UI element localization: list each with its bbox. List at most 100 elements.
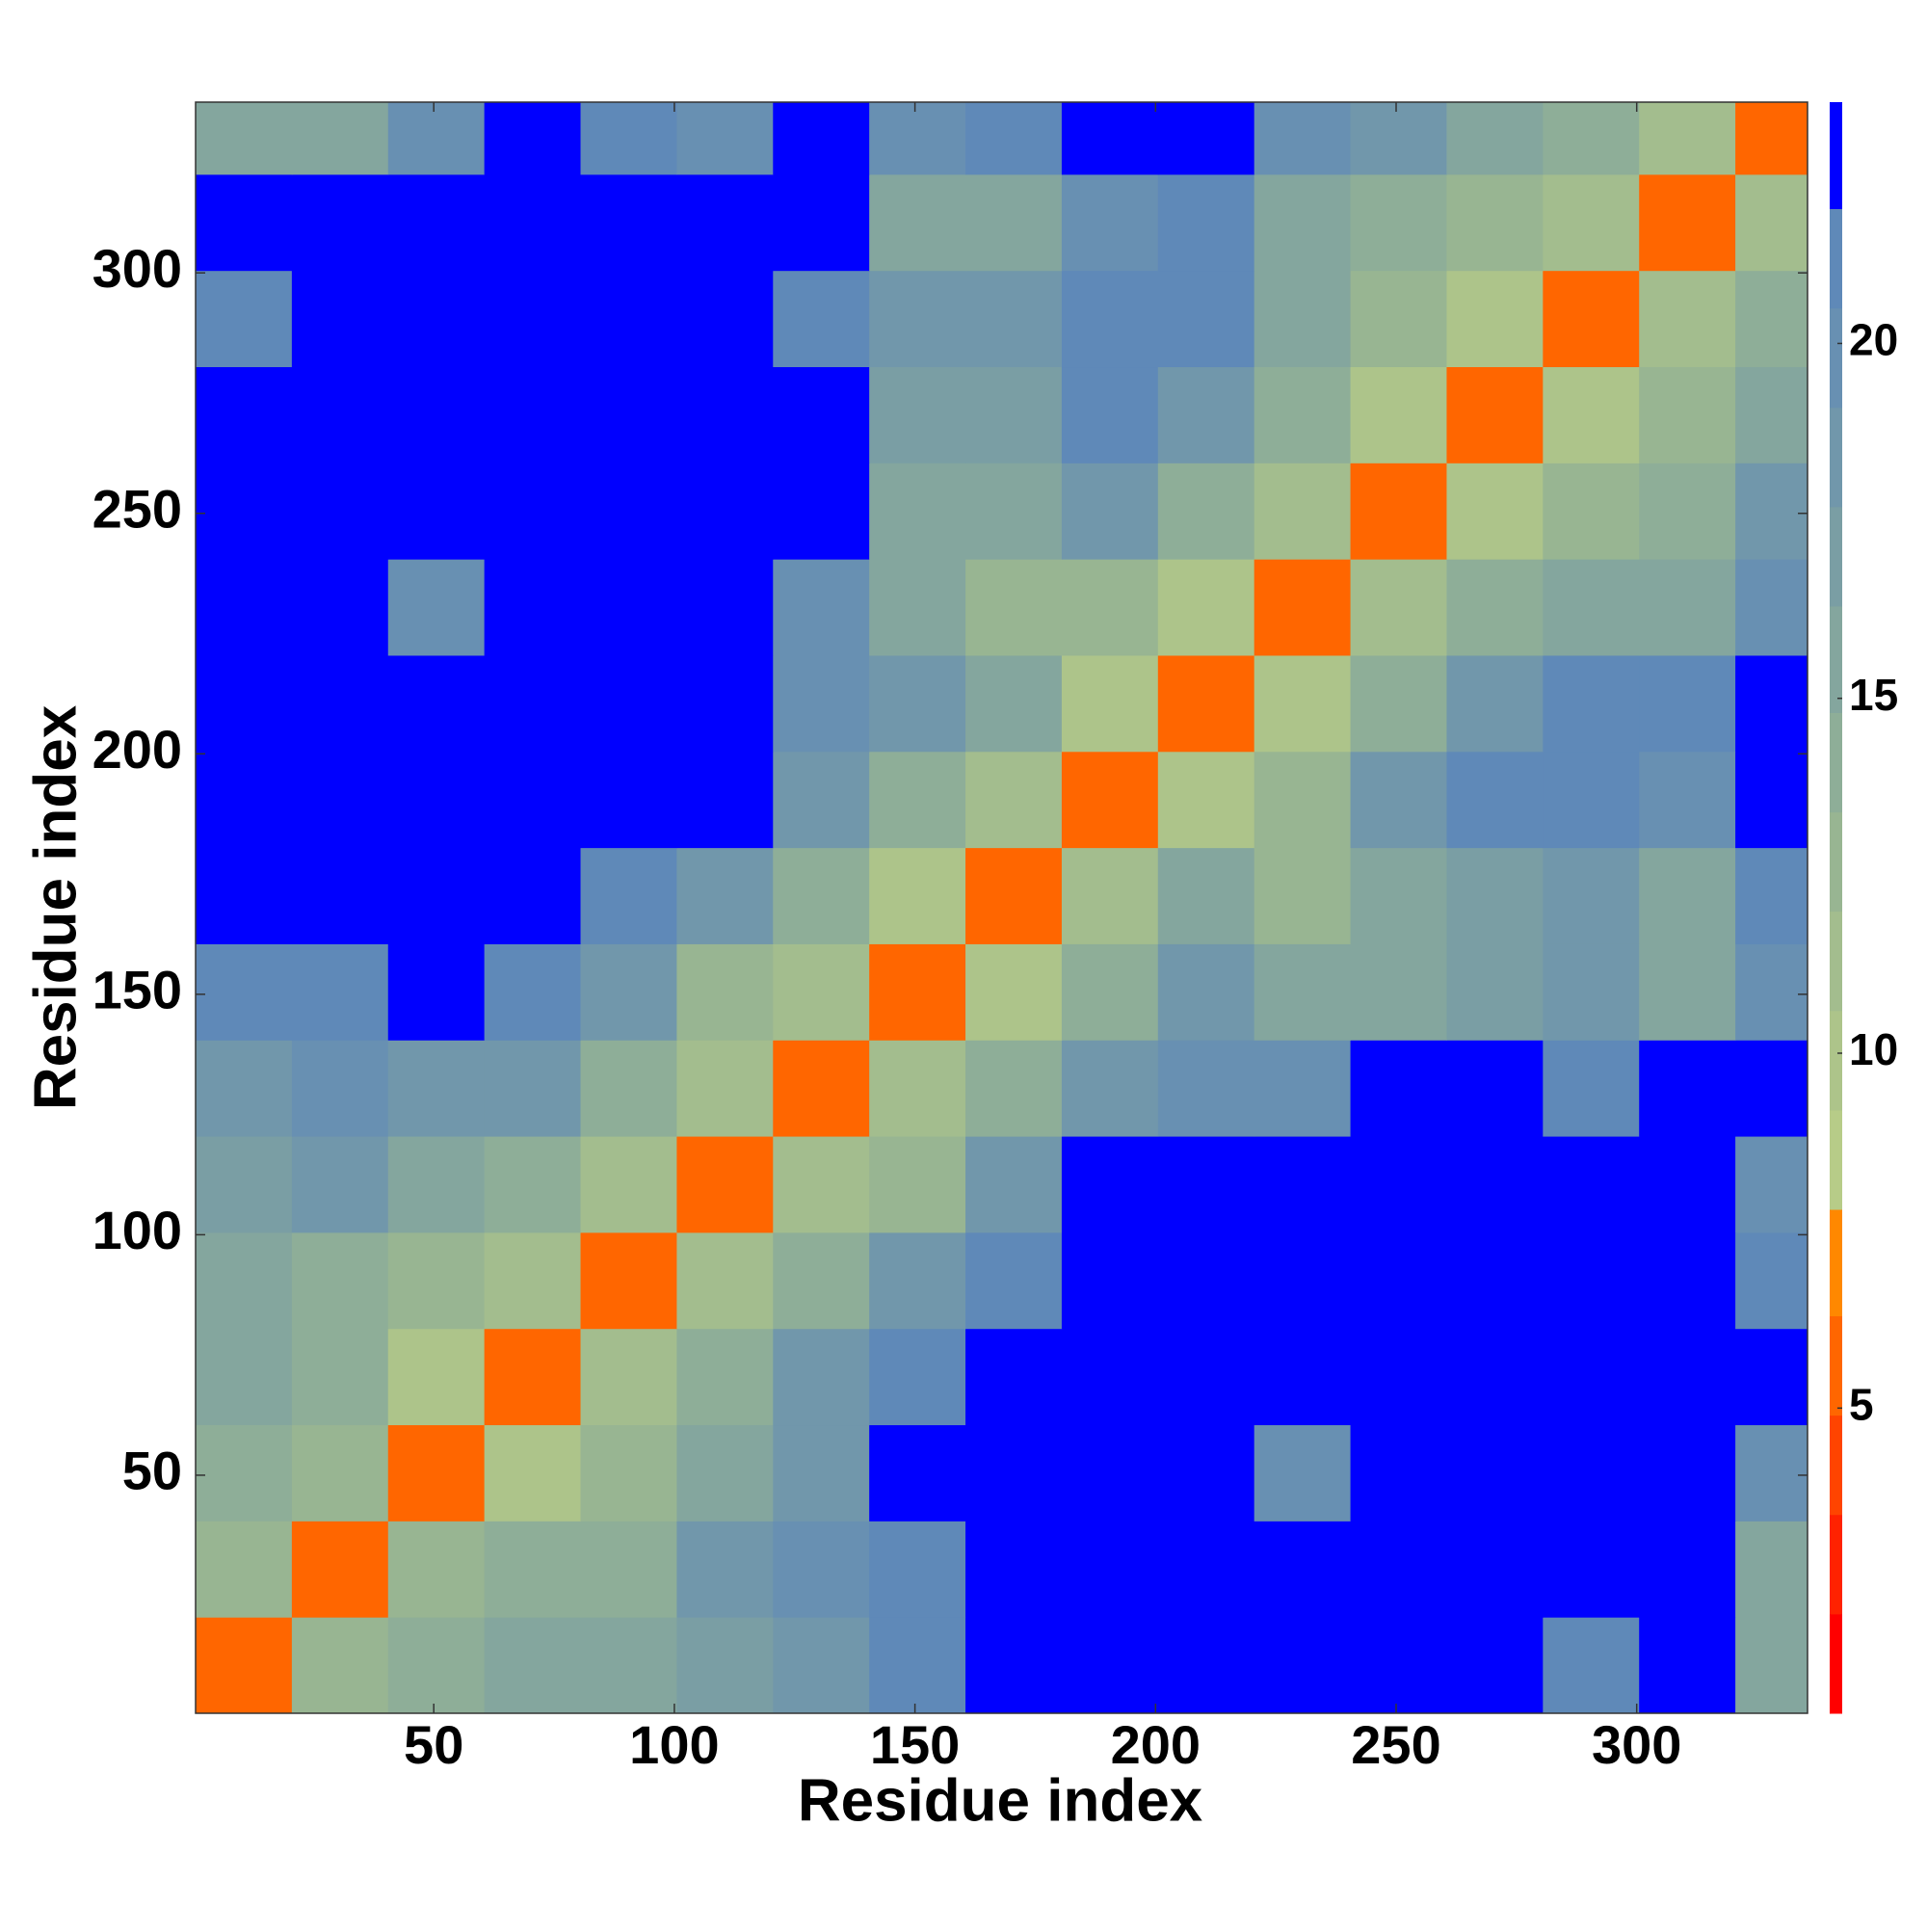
heatmap-cell xyxy=(1157,943,1255,1041)
heatmap-cell xyxy=(1157,102,1255,175)
heatmap-cell xyxy=(291,1617,389,1714)
heatmap-cell xyxy=(1254,173,1352,272)
y-tick-label: 300 xyxy=(92,238,182,299)
heatmap-cell xyxy=(773,847,870,944)
heatmap-cell xyxy=(1350,270,1447,368)
heatmap-cell xyxy=(580,270,677,368)
heatmap-cell xyxy=(484,654,582,753)
heatmap-cell xyxy=(1446,366,1544,463)
heatmap-cell xyxy=(1735,173,1808,272)
colorbar-tick-label: 5 xyxy=(1849,1379,1874,1429)
heatmap-cell xyxy=(196,654,293,753)
heatmap-cell xyxy=(196,559,293,656)
heatmap-cell xyxy=(1254,559,1352,656)
y-tick-label: 250 xyxy=(92,479,182,540)
heatmap-cell xyxy=(580,943,677,1041)
x-tick-label: 50 xyxy=(404,1714,463,1775)
heatmap-cell xyxy=(773,943,870,1041)
y-tick-label: 50 xyxy=(122,1441,182,1501)
heatmap-cell xyxy=(1735,847,1808,944)
heatmap-cell xyxy=(291,463,389,560)
heatmap-cell xyxy=(1735,270,1808,368)
heatmap-cell xyxy=(1061,270,1159,368)
heatmap-cell xyxy=(1446,847,1544,944)
heatmap-cell xyxy=(291,1521,389,1618)
colorbar-segment xyxy=(1830,1514,1842,1615)
heatmap-cell xyxy=(1254,270,1352,368)
heatmap-cell xyxy=(965,1521,1063,1618)
heatmap-cell xyxy=(196,1617,293,1714)
heatmap-cell xyxy=(676,1521,774,1618)
heatmap-cell xyxy=(291,173,389,272)
heatmap-cell xyxy=(773,173,870,272)
heatmap-cell xyxy=(196,173,293,272)
heatmap-cell xyxy=(869,1040,966,1137)
heatmap-cell xyxy=(773,366,870,463)
heatmap-cell xyxy=(291,1040,389,1137)
heatmap-cell xyxy=(965,943,1063,1041)
heatmap-cell xyxy=(1446,1328,1544,1426)
colorbar-segment xyxy=(1830,605,1842,713)
heatmap-cell xyxy=(1639,1040,1736,1137)
heatmap-cell xyxy=(1061,1040,1159,1137)
colorbar-tick-label: 15 xyxy=(1849,670,1898,720)
heatmap-cell xyxy=(1639,1136,1736,1233)
heatmap-cell xyxy=(1639,559,1736,656)
heatmap-cell xyxy=(1254,1424,1352,1522)
heatmap-cell xyxy=(1543,654,1640,753)
heatmap-cell xyxy=(1061,1424,1159,1522)
colorbar-segment xyxy=(1830,1209,1842,1317)
heatmap-cell xyxy=(1543,1521,1640,1618)
heatmap-cell xyxy=(1254,1231,1352,1330)
heatmap-cell xyxy=(1639,366,1736,463)
colorbar-segment xyxy=(1830,1613,1842,1714)
heatmap-cell xyxy=(773,102,870,175)
heatmap-cell xyxy=(773,270,870,368)
heatmap-cell xyxy=(1061,1617,1159,1714)
heatmap-cell xyxy=(1254,751,1352,849)
heatmap-cell xyxy=(869,943,966,1041)
heatmap-cell xyxy=(773,463,870,560)
heatmap-cell xyxy=(1446,1424,1544,1522)
heatmap-cell xyxy=(1157,366,1255,463)
heatmap-cell xyxy=(1543,1328,1640,1426)
heatmap-cell xyxy=(1543,1424,1640,1522)
heatmap-cell xyxy=(869,1231,966,1330)
heatmap-cell xyxy=(965,559,1063,656)
heatmap-cell xyxy=(1735,559,1808,656)
heatmap-cell xyxy=(1446,751,1544,849)
heatmap-cell xyxy=(1061,366,1159,463)
heatmap-cell xyxy=(196,270,293,368)
colorbar-segment xyxy=(1830,407,1842,508)
heatmap-cell xyxy=(869,1328,966,1426)
heatmap-cell xyxy=(1157,1521,1255,1618)
heatmap-cell xyxy=(1735,1040,1808,1137)
heatmap-cell xyxy=(484,173,582,272)
heatmap-cell xyxy=(869,102,966,175)
heatmap-cell xyxy=(1350,1424,1447,1522)
heatmap-cell xyxy=(965,173,1063,272)
heatmap-cell xyxy=(676,847,774,944)
heatmap-cell xyxy=(1543,463,1640,560)
y-axis-label: Residue index xyxy=(22,704,89,1110)
heatmap-cell xyxy=(965,1231,1063,1330)
heatmap-cell xyxy=(676,751,774,849)
colorbar-tick-label: 10 xyxy=(1849,1024,1898,1074)
heatmap-cell xyxy=(676,1136,774,1233)
heatmap-cell xyxy=(869,463,966,560)
colorbar-segment xyxy=(1830,506,1842,607)
heatmap-cell xyxy=(387,270,486,368)
heatmap-cell xyxy=(1061,173,1159,272)
heatmap-cell xyxy=(1639,1424,1736,1522)
heatmap-cell xyxy=(196,751,293,849)
heatmap-cell xyxy=(1543,102,1640,175)
heatmap-cell xyxy=(1446,463,1544,560)
heatmap-cell xyxy=(1157,1231,1255,1330)
heatmap-cell xyxy=(1446,1521,1544,1618)
heatmap-cell xyxy=(1061,1521,1159,1618)
heatmap-cell xyxy=(965,847,1063,944)
heatmap-cell xyxy=(291,751,389,849)
heatmap-cell xyxy=(580,847,677,944)
heatmap-cell xyxy=(1254,463,1352,560)
